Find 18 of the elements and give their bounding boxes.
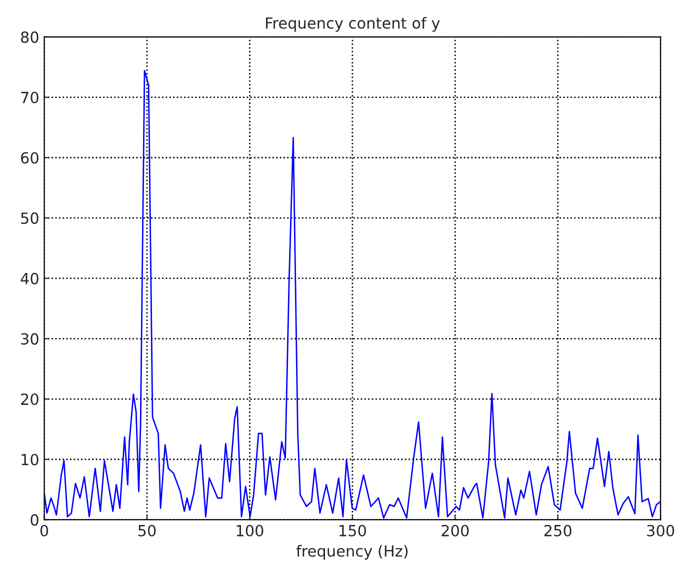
x-tick-label: 250 <box>544 524 572 536</box>
x-tick-label: 200 <box>442 524 469 536</box>
x-tick-label: 0 <box>40 524 48 536</box>
x-tick-label: 300 <box>647 524 674 536</box>
x-tick-label: 150 <box>340 524 366 536</box>
x-axis-title: frequency (Hz) <box>296 544 408 560</box>
y-tick-label: 0 <box>30 514 38 526</box>
y-tick-label: 30 <box>21 333 38 345</box>
y-tick-label: 50 <box>21 212 38 224</box>
x-tick-label: 100 <box>236 524 264 536</box>
y-tick-label: 60 <box>21 152 38 164</box>
x-tick-label: 50 <box>138 524 156 536</box>
chart-title: Frequency content of y <box>266 16 440 32</box>
y-tick-label: 10 <box>22 454 38 466</box>
y-tick-label: 40 <box>20 272 38 284</box>
y-tick-label: 80 <box>21 31 38 43</box>
y-tick-label: 20 <box>21 393 38 406</box>
y-tick-label: 70 <box>21 92 38 104</box>
